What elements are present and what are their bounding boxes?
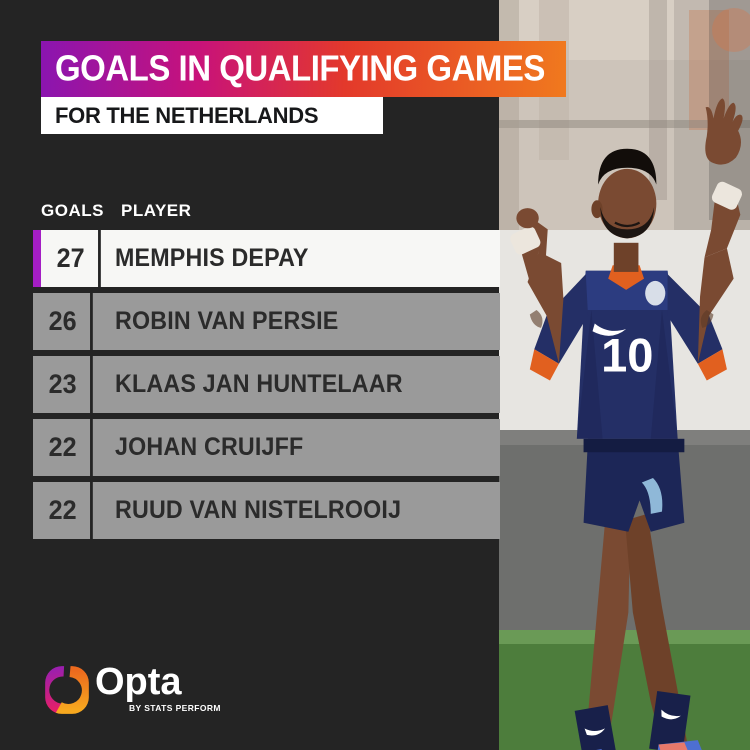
svg-text:10: 10	[601, 329, 653, 382]
